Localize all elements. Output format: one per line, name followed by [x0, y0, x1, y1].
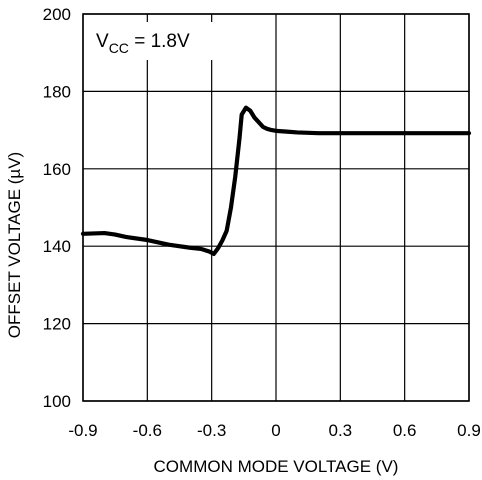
y-tick-label-1: 120: [43, 315, 71, 334]
plot-frame: [82, 13, 470, 402]
x-tick-labels: -0.9 -0.6 -0.3 0 0.3 0.6 0.9: [68, 421, 480, 440]
grid: [82, 13, 470, 402]
x-tick-label-3: 0: [271, 421, 280, 440]
y-tick-label-0: 100: [43, 392, 71, 411]
vcc-value: = 1.8V: [129, 31, 190, 52]
y-axis-label: OFFSET VOLTAGE (µV): [5, 152, 24, 338]
vcc-annotation: VCC = 1.8V: [96, 31, 190, 56]
y-tick-label-5: 200: [43, 5, 71, 24]
x-tick-label-4: 0.3: [329, 421, 353, 440]
offset-voltage-curve: [80, 105, 472, 257]
y-tick-label-2: 140: [43, 237, 71, 256]
y-tick-label-4: 180: [43, 82, 71, 101]
y-tick-label-3: 160: [43, 160, 71, 179]
x-tick-label-0: -0.9: [68, 421, 97, 440]
y-tick-labels: 100 120 140 160 180 200: [43, 5, 71, 411]
x-tick-label-5: 0.6: [393, 421, 417, 440]
annotation-background: [88, 22, 214, 60]
vcc-main: V: [96, 31, 109, 52]
x-axis-label: COMMON MODE VOLTAGE (V): [154, 457, 399, 476]
x-tick-label-6: 0.9: [457, 421, 481, 440]
x-tick-label-1: -0.6: [133, 421, 162, 440]
x-tick-label-2: -0.3: [197, 421, 226, 440]
vcc-subscript: CC: [109, 40, 129, 56]
